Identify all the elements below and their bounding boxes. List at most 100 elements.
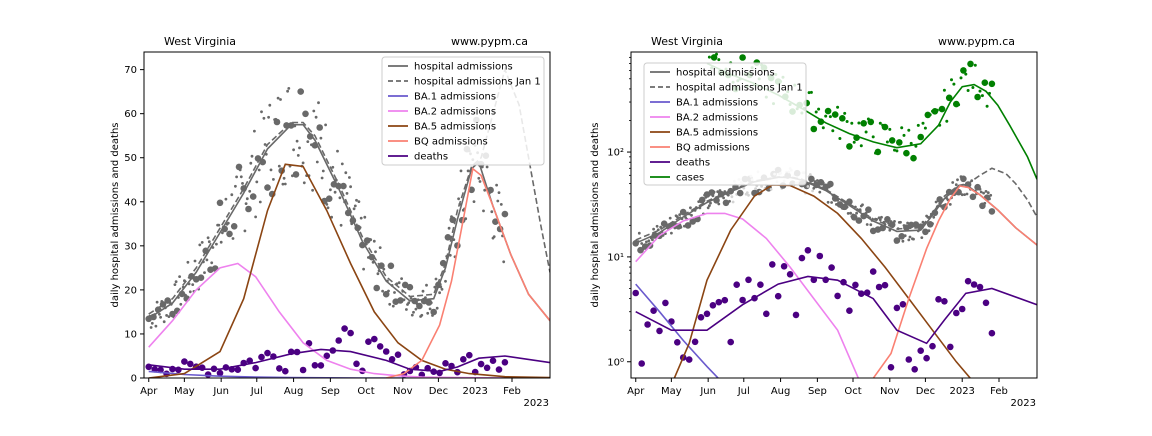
hospital-point xyxy=(409,297,413,300)
hospital-point xyxy=(954,183,958,187)
hospital-point xyxy=(229,232,233,236)
hospital-point xyxy=(466,169,470,173)
x-tick-label: Sep xyxy=(321,386,340,397)
hospital-point xyxy=(722,199,730,207)
deaths-point xyxy=(739,296,746,304)
legend-box xyxy=(381,56,545,166)
deaths-point xyxy=(264,349,271,357)
hospital-point xyxy=(210,261,214,265)
hospital-point xyxy=(353,204,357,208)
hospital-point xyxy=(283,182,287,186)
x-tick-label: Apr xyxy=(627,386,645,397)
hospital-point xyxy=(267,115,270,119)
x-tick-label: 2023 xyxy=(462,386,487,397)
hospital-point xyxy=(647,239,651,243)
deaths-point xyxy=(834,292,841,300)
hospital-point xyxy=(382,267,386,271)
hospital-point xyxy=(372,239,376,243)
hospital-point xyxy=(298,146,301,150)
deaths-point xyxy=(923,354,930,362)
cases-point xyxy=(864,130,868,134)
right-title-left: West Virginia xyxy=(651,35,723,48)
x-tick-label: Dec xyxy=(916,386,935,397)
hospital-point xyxy=(241,182,244,185)
deaths-point xyxy=(198,364,206,372)
hospital-point xyxy=(410,313,414,317)
cases-point xyxy=(907,128,911,132)
deaths-point xyxy=(252,364,259,372)
hospital-point xyxy=(878,218,882,222)
deaths-point xyxy=(341,325,348,332)
hospital-point xyxy=(374,250,377,254)
hospital-point xyxy=(357,200,361,204)
deaths-point xyxy=(917,347,924,355)
hospital-point xyxy=(907,238,911,242)
deaths-point xyxy=(899,301,907,308)
deaths-point xyxy=(644,321,651,328)
hospital-point xyxy=(154,324,158,328)
x-tick-label: Jul xyxy=(737,386,750,397)
legend-box xyxy=(643,62,807,186)
x-tick-label: Jun xyxy=(212,386,229,397)
legend-label: BA.5 admissions xyxy=(414,122,496,133)
deaths-point xyxy=(869,268,877,275)
hospital-point xyxy=(306,133,314,140)
hospital-point xyxy=(376,272,380,276)
cases-point xyxy=(909,141,913,145)
deaths-point xyxy=(151,366,158,373)
deaths-point xyxy=(276,365,283,372)
hospital-point xyxy=(979,190,983,194)
deaths-point xyxy=(893,304,901,312)
hospital-point xyxy=(717,202,721,206)
hospital-point xyxy=(320,176,324,180)
hospital-point xyxy=(884,216,891,223)
hospital-point xyxy=(841,203,848,211)
hospital-point xyxy=(447,226,451,230)
hospital-point xyxy=(640,242,644,245)
hospital-point xyxy=(345,192,349,195)
deaths-point xyxy=(234,366,242,374)
hospital-point xyxy=(865,206,872,213)
hospital-point xyxy=(747,193,750,197)
hospital-point xyxy=(373,284,381,292)
hospital-point xyxy=(745,191,749,195)
right-panel: 10⁰ 10¹ 10² Apr May Jun Jul Aug Sep Oct Nov Dec 2023… xyxy=(590,35,1038,409)
cases-point xyxy=(974,93,981,101)
y-tick-label: 10² xyxy=(607,148,624,159)
hospital-point xyxy=(444,279,447,283)
y-tick-label: 40 xyxy=(124,197,137,208)
hospital-point xyxy=(464,217,468,221)
deaths-point xyxy=(703,310,711,318)
hospital-point xyxy=(397,297,404,304)
hospital-point xyxy=(406,283,414,291)
deaths-point xyxy=(691,338,699,346)
deaths-point xyxy=(780,263,788,270)
hospital-point xyxy=(279,98,282,101)
series-line-ba-1-admissions xyxy=(635,283,720,378)
hospital-point xyxy=(262,116,266,120)
hospital-point xyxy=(709,201,712,205)
hospital-point xyxy=(426,311,430,315)
y-tick-label: 70 xyxy=(124,65,137,76)
hospital-point xyxy=(501,210,509,218)
hospital-point xyxy=(948,203,952,206)
deaths-point xyxy=(697,314,705,321)
hospital-point xyxy=(382,290,390,298)
hospital-point xyxy=(391,304,395,308)
hospital-point xyxy=(362,267,365,271)
cases-point xyxy=(916,123,920,127)
deaths-point xyxy=(769,261,776,268)
hospital-point xyxy=(435,306,439,310)
hospital-point xyxy=(244,202,248,206)
hospital-point xyxy=(978,187,982,191)
left-axes-ticks: 0 10 20 30 40 50 60 70 Apr May Jun Jul Aug Sep Oct Nov D… xyxy=(124,65,521,397)
hospital-point xyxy=(217,223,221,227)
hospital-point xyxy=(920,236,924,240)
hospital-point xyxy=(249,193,257,200)
y-tick-label: 10⁰ xyxy=(607,357,624,368)
cases-point xyxy=(938,105,946,113)
hospital-point xyxy=(188,290,192,294)
hospital-point xyxy=(989,193,993,197)
hospital-point xyxy=(492,218,499,225)
deaths-point xyxy=(887,364,895,371)
